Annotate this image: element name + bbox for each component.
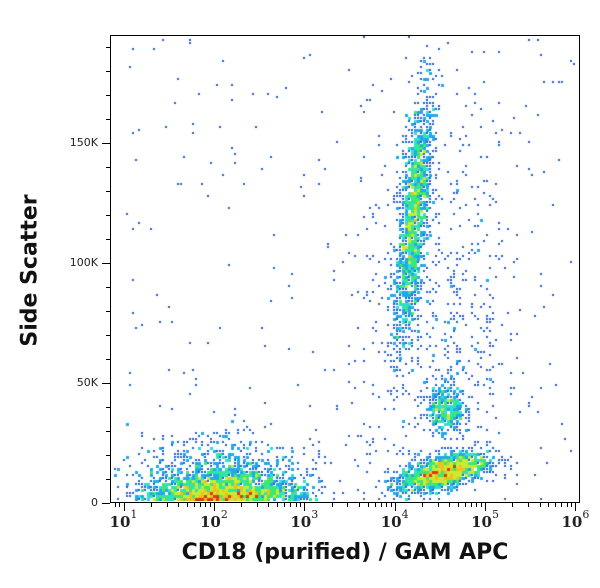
x-minor-tick <box>571 503 573 507</box>
y-tick <box>102 263 110 264</box>
y-minor-tick <box>106 239 110 240</box>
x-minor-tick <box>566 503 568 507</box>
y-minor-tick <box>106 479 110 480</box>
y-minor-tick <box>106 311 110 312</box>
y-minor-tick <box>106 95 110 96</box>
y-minor-tick <box>106 119 110 120</box>
x-minor-tick <box>193 503 195 507</box>
y-tick <box>102 503 110 504</box>
x-minor-tick <box>209 503 211 507</box>
x-minor-tick <box>512 503 514 507</box>
x-minor-tick <box>166 503 168 507</box>
x-tick-label: 102 <box>199 508 228 531</box>
x-minor-tick <box>300 503 302 507</box>
y-minor-tick <box>106 335 110 336</box>
y-minor-tick <box>106 215 110 216</box>
y-minor-tick <box>106 191 110 192</box>
x-minor-tick <box>437 503 439 507</box>
x-minor-tick <box>177 503 179 507</box>
x-minor-tick <box>186 503 188 507</box>
y-axis-label: Side Scatter <box>17 194 43 347</box>
x-minor-tick <box>347 503 349 507</box>
x-tick <box>304 503 306 511</box>
x-tick-label: 103 <box>290 508 319 531</box>
y-minor-tick <box>106 47 110 48</box>
plot-area <box>110 35 580 503</box>
x-minor-tick <box>241 503 243 507</box>
x-minor-tick <box>205 503 207 507</box>
x-minor-tick <box>374 503 376 507</box>
x-minor-tick <box>471 503 473 507</box>
x-minor-tick <box>465 503 467 507</box>
x-tick <box>213 503 215 511</box>
x-minor-tick <box>457 503 459 507</box>
x-minor-tick <box>380 503 382 507</box>
x-minor-tick <box>277 503 279 507</box>
x-minor-tick <box>367 503 369 507</box>
y-tick-label: 50K <box>76 376 98 389</box>
x-tick-label: 101 <box>109 508 138 531</box>
x-tick-label: 104 <box>380 508 409 531</box>
y-minor-tick <box>106 359 110 360</box>
x-minor-tick <box>331 503 333 507</box>
x-minor-tick <box>555 503 557 507</box>
y-tick <box>102 143 110 144</box>
y-tick-label: 0 <box>91 496 98 509</box>
x-minor-tick <box>268 503 270 507</box>
x-tick <box>485 503 487 511</box>
x-minor-tick <box>284 503 286 507</box>
x-minor-tick <box>528 503 530 507</box>
x-minor-tick <box>476 503 478 507</box>
y-minor-tick <box>106 431 110 432</box>
x-tick <box>575 503 577 511</box>
x-minor-tick <box>385 503 387 507</box>
x-axis-label: CD18 (purified) / GAM APC <box>181 540 509 565</box>
x-tick-label: 106 <box>561 508 590 531</box>
y-tick <box>102 383 110 384</box>
x-minor-tick <box>449 503 451 507</box>
x-minor-tick <box>421 503 423 507</box>
x-tick <box>394 503 396 511</box>
x-minor-tick <box>539 503 541 507</box>
x-minor-tick <box>561 503 563 507</box>
y-minor-tick <box>106 287 110 288</box>
x-minor-tick <box>150 503 152 507</box>
x-minor-tick <box>390 503 392 507</box>
x-minor-tick <box>199 503 201 507</box>
y-tick-label: 150K <box>69 136 98 149</box>
x-minor-tick <box>480 503 482 507</box>
x-minor-tick <box>358 503 360 507</box>
x-minor-tick <box>548 503 550 507</box>
x-tick-label: 105 <box>471 508 499 531</box>
y-minor-tick <box>106 455 110 456</box>
scatter-points <box>111 36 578 501</box>
x-tick <box>123 503 125 511</box>
x-minor-tick <box>295 503 297 507</box>
y-minor-tick <box>106 71 110 72</box>
x-minor-tick <box>290 503 292 507</box>
y-tick-label: 100K <box>69 256 98 269</box>
x-minor-tick <box>257 503 259 507</box>
y-minor-tick <box>106 407 110 408</box>
y-minor-tick <box>106 167 110 168</box>
